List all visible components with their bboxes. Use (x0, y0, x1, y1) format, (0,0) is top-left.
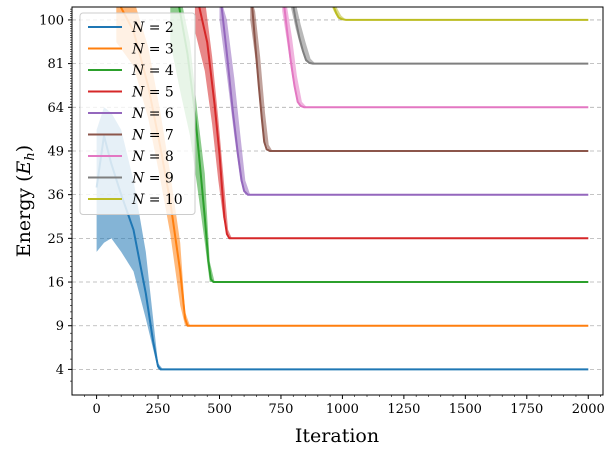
legend-label-symbol: N (131, 20, 145, 36)
x-axis-title: Iteration (295, 425, 379, 447)
x-axis-ticks: 0 250 500 750 1000 1250 1500 1750 2000 (83, 395, 605, 417)
x-tick-label: 1500 (449, 402, 482, 417)
legend-label-symbol: N (131, 128, 145, 144)
legend-label-symbol: N (131, 63, 145, 79)
x-tick-label: 250 (146, 402, 171, 417)
legend-label-symbol: N (131, 171, 145, 187)
y-tick-label: 100 (39, 13, 64, 28)
legend-label: N = 3 (131, 42, 174, 58)
legend-label-value: = 2 (144, 20, 174, 36)
y-tick-label: 25 (47, 232, 64, 247)
series-line-7 (283, 7, 589, 109)
legend-box (79, 12, 196, 215)
x-tick-label: 1000 (326, 402, 359, 417)
legend-label-symbol: N (131, 149, 145, 165)
legend-label-symbol: N (131, 85, 145, 101)
y-axis-title-close: ) (13, 145, 35, 152)
legend-label-value: = 9 (144, 171, 174, 187)
series-band-4 (194, 7, 232, 239)
legend-label: N = 8 (131, 149, 174, 165)
legend-label-symbol: N (131, 42, 145, 58)
y-tick-label: 9 (56, 319, 64, 334)
legend-label-value: = 6 (144, 106, 174, 122)
y-axis-title: Energy (Eh) (13, 145, 38, 257)
x-tick-label: 1750 (510, 402, 543, 417)
x-tick-label: 750 (269, 402, 294, 417)
y-axis-title-main: Energy ( (13, 174, 35, 257)
legend-label: N = 10 (131, 192, 183, 208)
y-tick-label: 16 (47, 276, 64, 291)
x-tick-label: 500 (207, 402, 232, 417)
series-line-4 (198, 7, 589, 240)
plot-frame (71, 6, 604, 396)
legend-label-value: = 8 (144, 149, 174, 165)
y-tick-label: 36 (47, 188, 64, 203)
legend-label: N = 5 (131, 85, 174, 101)
legend-label-symbol: N (131, 106, 145, 122)
series-line-5 (220, 7, 589, 196)
legend-label-value: = 4 (144, 63, 174, 79)
legend-label: N = 9 (131, 171, 174, 187)
x-tick-label: 2000 (572, 402, 605, 417)
legend-label-value: = 7 (144, 128, 174, 144)
legend-label: N = 4 (131, 63, 174, 79)
series-line-8 (292, 7, 589, 65)
series-band-7 (282, 7, 307, 108)
y-axis-title-subscript: h (23, 152, 38, 160)
y-axis-title-symbol: E (13, 160, 35, 175)
y-tick-label: 49 (47, 144, 64, 159)
x-tick-label: 0 (92, 402, 100, 417)
series-line-6 (251, 7, 589, 152)
y-tick-label: 4 (56, 363, 64, 378)
legend-label-value: = 5 (144, 85, 174, 101)
legend-label: N = 2 (131, 20, 174, 36)
series-line-9 (332, 7, 589, 21)
legend-label-value: = 3 (144, 42, 174, 58)
legend: N = 2N = 3N = 4N = 5N = 6N = 7N = 8N = 9… (79, 12, 196, 215)
x-tick-label: 1250 (387, 402, 420, 417)
y-tick-label: 64 (47, 101, 64, 116)
legend-label-value: = 10 (144, 192, 182, 208)
y-tick-label: 81 (47, 57, 64, 72)
legend-label-symbol: N (131, 192, 145, 208)
legend-label: N = 6 (131, 106, 174, 122)
legend-label: N = 7 (131, 128, 174, 144)
